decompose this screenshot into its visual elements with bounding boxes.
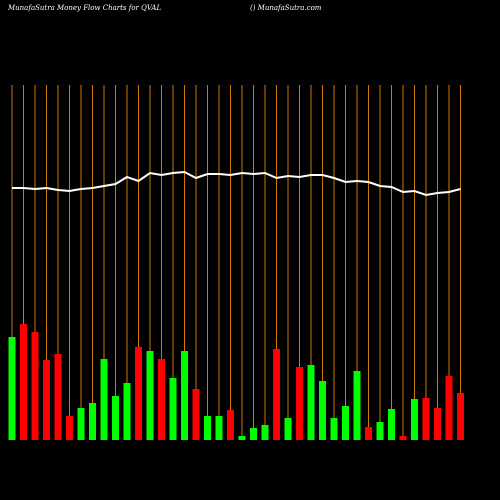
bar — [158, 359, 165, 440]
bar — [20, 324, 27, 440]
bar — [227, 410, 234, 440]
bar — [8, 337, 16, 440]
bar — [411, 399, 418, 440]
bar — [192, 389, 200, 440]
bar — [376, 422, 384, 440]
bar — [261, 425, 269, 440]
bar — [434, 408, 441, 440]
bar — [54, 354, 62, 440]
bar — [319, 381, 326, 440]
bar — [445, 376, 453, 440]
bar — [342, 406, 349, 440]
bar — [388, 409, 395, 440]
bar — [353, 371, 361, 440]
bar — [296, 367, 303, 440]
bar — [77, 408, 85, 440]
bar — [422, 398, 430, 440]
bar — [181, 351, 188, 440]
bar — [43, 360, 50, 440]
bar — [365, 427, 372, 440]
bar — [238, 436, 246, 440]
bar — [330, 418, 338, 440]
bar — [215, 416, 223, 440]
bar — [31, 332, 39, 440]
flow-line — [12, 170, 461, 197]
bar — [123, 383, 131, 440]
bar — [66, 416, 73, 440]
chart-title: MunafaSutra Money Flow Charts for QVAL — [7, 4, 161, 12]
chart-subtitle: () MunafaSutra.com — [250, 4, 322, 12]
bar — [307, 365, 315, 440]
bar — [135, 347, 142, 440]
bar — [146, 351, 154, 440]
bar — [250, 428, 257, 440]
bar — [457, 393, 464, 440]
bar — [112, 396, 119, 440]
bar — [273, 349, 280, 440]
bar — [399, 436, 407, 440]
bar — [89, 403, 96, 440]
bar — [169, 378, 177, 440]
bar — [100, 359, 108, 440]
bar — [204, 416, 211, 440]
bar — [284, 418, 292, 440]
